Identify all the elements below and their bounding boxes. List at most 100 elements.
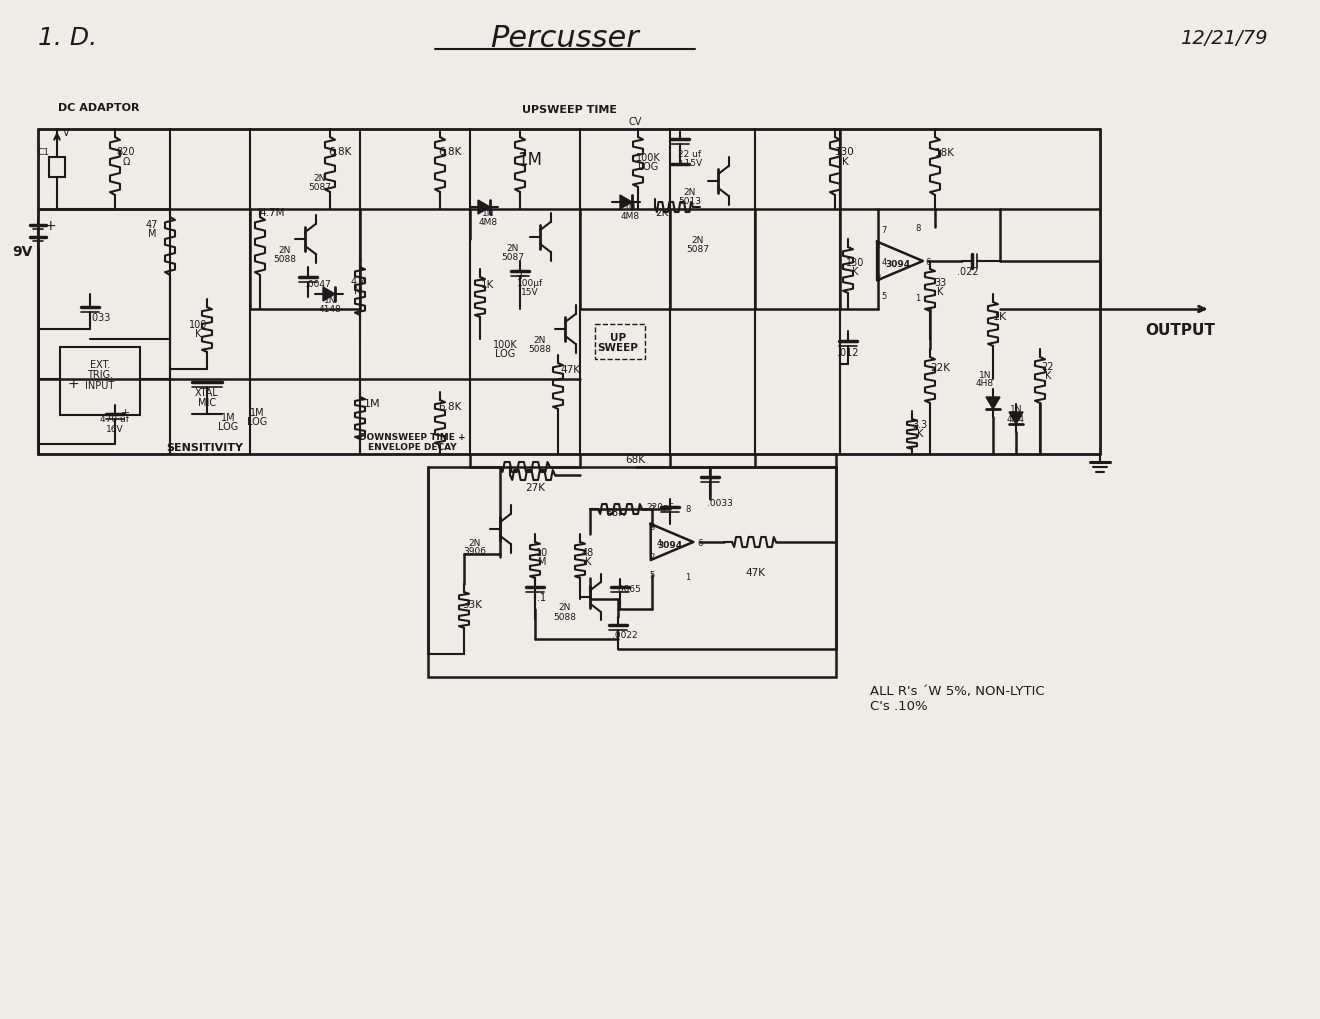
- Text: 1N: 1N: [978, 370, 991, 379]
- Text: 4.7M: 4.7M: [259, 208, 285, 218]
- Text: 1M: 1M: [517, 151, 543, 169]
- Text: 3094: 3094: [657, 540, 682, 549]
- Text: 33K: 33K: [462, 599, 482, 609]
- Text: 5: 5: [649, 571, 655, 580]
- Text: 2N: 2N: [558, 603, 572, 611]
- Text: 2N: 2N: [314, 173, 326, 182]
- Text: 1K: 1K: [482, 280, 495, 289]
- Text: 4148: 4148: [318, 305, 342, 313]
- Text: SWEEP: SWEEP: [598, 342, 639, 353]
- Text: 68K: 68K: [624, 454, 645, 465]
- Text: 6.8K: 6.8K: [438, 401, 462, 412]
- Text: 47K: 47K: [560, 365, 579, 375]
- Text: +: +: [67, 377, 79, 390]
- Text: LOG: LOG: [247, 417, 267, 427]
- Text: 8: 8: [915, 223, 920, 232]
- Text: 2K: 2K: [655, 208, 669, 218]
- Text: 5088: 5088: [553, 611, 577, 621]
- Text: 27K: 27K: [525, 483, 545, 492]
- Text: OUTPUT: OUTPUT: [1144, 322, 1214, 337]
- Text: 5: 5: [882, 291, 887, 301]
- Text: 2: 2: [649, 553, 655, 561]
- Text: K: K: [842, 157, 849, 167]
- Text: EXT.: EXT.: [90, 360, 110, 370]
- Text: 5088: 5088: [528, 344, 552, 354]
- Text: 2N: 2N: [692, 235, 704, 245]
- Text: 5087: 5087: [502, 253, 524, 261]
- Text: TRIG.: TRIG.: [87, 370, 114, 380]
- Text: +: +: [516, 268, 527, 281]
- Text: 2N: 2N: [684, 187, 696, 197]
- Text: K: K: [1045, 371, 1051, 381]
- Text: 47K: 47K: [744, 568, 766, 578]
- Text: 130: 130: [846, 258, 865, 268]
- Text: 5088: 5088: [273, 255, 297, 263]
- Text: 2N: 2N: [279, 246, 292, 255]
- Text: 18K: 18K: [935, 148, 954, 158]
- Text: UPSWEEP TIME: UPSWEEP TIME: [523, 105, 618, 115]
- Polygon shape: [1008, 413, 1023, 425]
- Text: 5013: 5013: [678, 197, 701, 205]
- Text: 1N: 1N: [482, 208, 494, 217]
- Text: 4H4: 4H4: [1007, 414, 1026, 423]
- Text: .0022: .0022: [612, 630, 638, 639]
- Text: K: K: [917, 429, 923, 438]
- Polygon shape: [323, 287, 335, 302]
- Text: 1M: 1M: [364, 398, 380, 409]
- Text: 3906: 3906: [463, 547, 487, 556]
- Text: 3: 3: [649, 522, 655, 531]
- Text: 8: 8: [685, 505, 690, 514]
- Text: LOG: LOG: [218, 422, 238, 432]
- Text: 4M8: 4M8: [478, 217, 498, 226]
- Text: 5087: 5087: [309, 182, 331, 192]
- Text: UP: UP: [610, 332, 626, 342]
- Text: 1N: 1N: [1010, 406, 1022, 414]
- Text: 9V: 9V: [12, 245, 32, 259]
- Text: 22: 22: [1041, 362, 1055, 372]
- Text: +: +: [120, 408, 129, 418]
- Text: 3: 3: [875, 273, 880, 282]
- Text: 4: 4: [656, 538, 661, 547]
- Text: 820: 820: [116, 147, 135, 157]
- Text: 10: 10: [536, 547, 548, 557]
- Text: K: K: [585, 556, 591, 567]
- Text: 6.8K: 6.8K: [438, 147, 462, 157]
- Text: 470 uf: 470 uf: [100, 415, 129, 424]
- Text: 68K: 68K: [605, 507, 624, 518]
- Text: +: +: [44, 219, 55, 232]
- Text: 1M: 1M: [249, 408, 264, 418]
- Text: 47: 47: [145, 220, 158, 229]
- Text: 4H8: 4H8: [975, 379, 994, 388]
- Text: 130: 130: [836, 147, 855, 157]
- Text: 4: 4: [882, 257, 887, 266]
- Text: .0033: .0033: [708, 498, 733, 507]
- Polygon shape: [478, 201, 490, 215]
- Text: K: K: [851, 267, 858, 277]
- Text: INPUT: INPUT: [86, 381, 115, 390]
- Text: 2N: 2N: [507, 244, 519, 253]
- Text: .012: .012: [837, 347, 859, 358]
- Text: 22K: 22K: [931, 363, 950, 373]
- Text: 220pF: 220pF: [645, 503, 675, 512]
- Text: .022: .022: [957, 267, 979, 277]
- Text: SENSITIVITY: SENSITIVITY: [166, 442, 243, 452]
- Bar: [595, 325, 645, 360]
- Text: 5087: 5087: [686, 245, 710, 254]
- Text: 100μf: 100μf: [517, 278, 543, 287]
- Text: 100K: 100K: [636, 153, 660, 163]
- Text: Percusser: Percusser: [491, 23, 639, 52]
- Text: 33: 33: [933, 278, 946, 287]
- Text: 1N: 1N: [323, 296, 337, 305]
- Text: 7: 7: [649, 505, 655, 514]
- Text: 4M8: 4M8: [620, 211, 640, 220]
- Text: 16V: 16V: [106, 425, 124, 434]
- Text: 3094: 3094: [886, 259, 911, 268]
- Text: ALL R's ´W 5%, NON-LYTIC
C's .10%: ALL R's ´W 5%, NON-LYTIC C's .10%: [870, 685, 1044, 712]
- Text: LOG: LOG: [495, 348, 515, 359]
- Text: M: M: [148, 229, 156, 238]
- Text: 6.8K: 6.8K: [329, 147, 351, 157]
- Polygon shape: [986, 397, 1001, 410]
- Text: .033: .033: [90, 313, 111, 323]
- Text: M: M: [537, 556, 546, 567]
- Text: 1K: 1K: [993, 312, 1007, 322]
